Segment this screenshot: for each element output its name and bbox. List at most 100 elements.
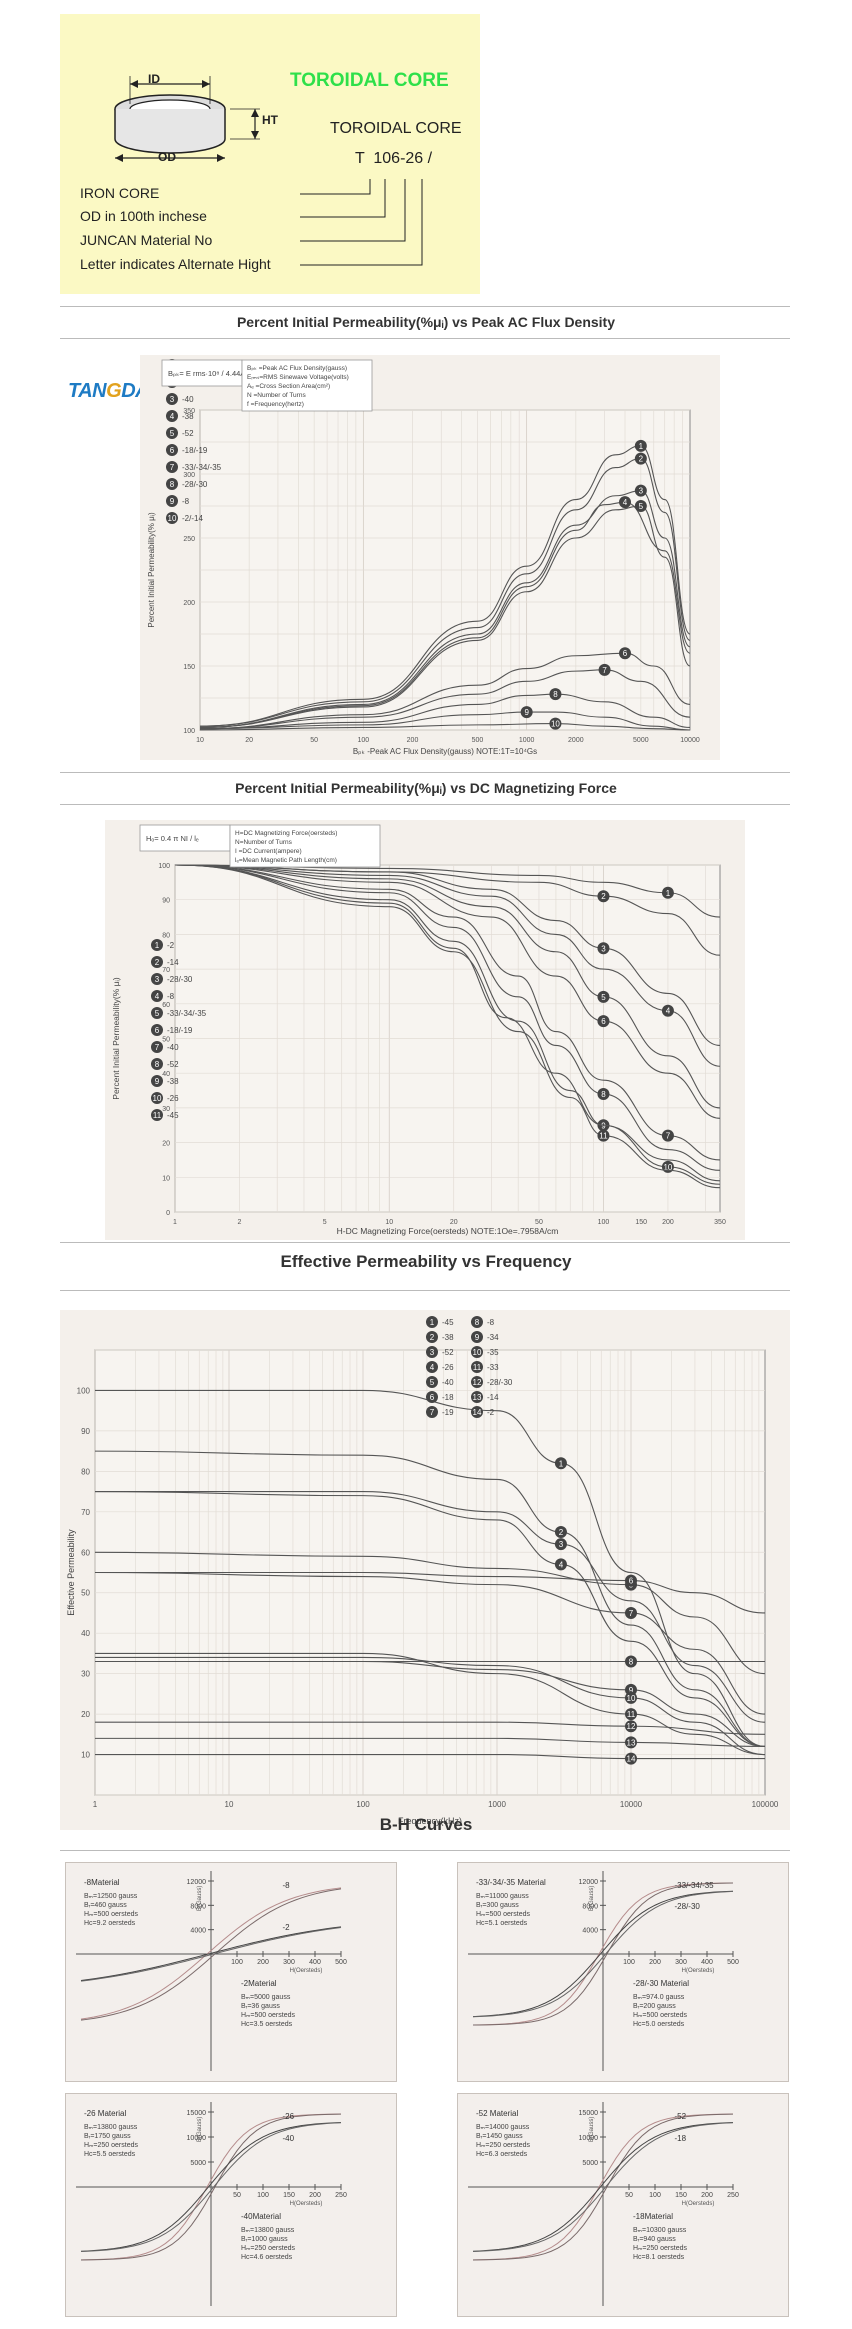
legend-marker-label: 10 <box>168 514 177 523</box>
bh-x-axis-label: H(Oersteds) <box>682 2201 715 2207</box>
label-material: JUNCAN Material No <box>80 232 213 248</box>
y-axis-label: Percent Initial Permeability(% μᵢ) <box>111 977 121 1100</box>
series-marker-bg <box>634 439 647 452</box>
series-marker-label: 9 <box>524 708 529 717</box>
y-tick-label: 30 <box>162 1106 170 1113</box>
x-tick-label: 350 <box>714 1219 726 1226</box>
bh-curve-label: -52 <box>675 2112 687 2121</box>
series-marker-label: 3 <box>559 1540 564 1549</box>
series-marker-4: 4 <box>619 496 632 509</box>
bh-x-tick-label: 200 <box>649 1959 661 1966</box>
series-marker-1: 1 <box>661 886 674 899</box>
label-od: OD in 100th inchese <box>80 208 207 224</box>
bh-material-line: Hₘ=250 oersteds <box>241 2245 295 2252</box>
legend-entry: 3 -52 <box>426 1346 454 1358</box>
x-axis-label: Bₚₖ -Peak AC Flux Density(gauss) NOTE:1T… <box>353 747 537 756</box>
legend-marker <box>426 1406 438 1418</box>
bh-curve-label: -33/-34/-35 <box>675 1881 715 1890</box>
bh-y-tick-label: 5000 <box>190 2160 206 2167</box>
x-tick-label: 10000 <box>680 737 700 744</box>
x-tick-label: 10000 <box>620 1800 643 1809</box>
legend-marker <box>151 1024 163 1036</box>
bh-y-tick-label: 8000 <box>582 1903 598 1910</box>
y-tick-label: 70 <box>81 1508 90 1517</box>
series-marker-8: 8 <box>549 688 562 701</box>
brand-logo: TANGDA <box>68 380 150 402</box>
series-line-3 <box>94 1491 766 1723</box>
y-tick-label: 40 <box>81 1629 90 1638</box>
legend-marker <box>166 478 178 490</box>
bh-material-line: Bₘ=974.0 gauss <box>633 1994 685 2001</box>
series-marker-bg <box>625 1655 637 1668</box>
legend-label: -28/-30 <box>182 480 208 489</box>
series-marker-bg <box>625 1606 637 1619</box>
series-line-5 <box>174 864 721 1109</box>
series-marker-bg <box>554 1558 567 1571</box>
series-line-8 <box>174 864 721 1171</box>
bh-material-line: Hc=6.3 oersteds <box>476 2151 528 2158</box>
bh-material-line: Hc=3.5 oersteds <box>241 2021 293 2028</box>
series-marker-label: 9 <box>629 1686 634 1695</box>
y-tick-label: 30 <box>81 1670 90 1679</box>
legend-marker-label: 11 <box>153 1111 162 1120</box>
series-marker-label: 5 <box>601 993 606 1002</box>
legend-entry: 10 -35 <box>471 1346 499 1358</box>
legend-entry: 1 -45 <box>426 1316 454 1328</box>
series-marker-bg <box>549 688 562 701</box>
series-line-10 <box>95 1656 766 1756</box>
series-marker-2: 2 <box>597 890 610 903</box>
series-marker-10: 10 <box>549 717 562 730</box>
notes-box <box>241 359 373 412</box>
y-tick-label: 90 <box>81 1427 90 1436</box>
series-line-7 <box>199 669 691 730</box>
series-line-2 <box>199 458 691 727</box>
legend-marker <box>471 1316 483 1328</box>
legend-marker <box>151 973 163 985</box>
bh-material-line: Bᵣ=940 gauss <box>633 2236 676 2243</box>
x-tick-label: 100 <box>356 1800 370 1809</box>
legend-label: -2/-14 <box>182 514 203 523</box>
x-tick-label: 5 <box>323 1219 327 1226</box>
bh-x-tick-label: 50 <box>233 2192 241 2199</box>
dim-ht-label: HT <box>262 113 278 127</box>
series-marker-label: 2 <box>559 1528 564 1537</box>
x-tick-label: 20 <box>245 737 253 744</box>
legend-marker <box>426 1316 438 1328</box>
legend-entry: 4 -8 <box>151 990 175 1002</box>
bh-material-line: Hc=9.2 oersteds <box>84 1920 136 1927</box>
bh-material-line: Hₘ=500 oersteds <box>84 1911 138 1918</box>
x-tick-label: 150 <box>635 1219 647 1226</box>
legend-marker-label: 5 <box>170 429 175 438</box>
legend-marker-label: 8 <box>475 1318 480 1327</box>
legend-label: -52 <box>167 1060 179 1069</box>
series-line-4 <box>199 501 691 728</box>
bh-material-line: Bᵣ=300 gauss <box>476 1902 519 1909</box>
legend-label: -8 <box>487 1318 495 1327</box>
bh-y-tick-label: 10000 <box>579 2135 599 2142</box>
chart1-svg: 10 20 50 100 200 500 1000 2000 5000 10000 100 150 20… <box>140 355 720 760</box>
series-line-5 <box>199 505 691 728</box>
series-line-7 <box>94 1571 766 1715</box>
bh-y-tick-label: 15000 <box>187 2110 207 2117</box>
x-tick-label: 10 <box>196 737 204 744</box>
bh-x-axis-label: H(Oersteds) <box>682 1968 715 1974</box>
legend-marker-label: 3 <box>430 1348 435 1357</box>
bh-curve-b-up <box>472 2122 734 2252</box>
bh-curve-a-down <box>80 1888 342 2021</box>
bh-material-name: -52 Material <box>476 2109 518 2118</box>
legend-label: -52 <box>182 429 194 438</box>
series-marker-10: 10 <box>661 1160 674 1173</box>
series-marker-6: 6 <box>619 647 632 660</box>
series-marker-4: 4 <box>554 1558 567 1571</box>
legend-label: -14 <box>167 958 179 967</box>
series-marker-bg <box>625 1691 637 1704</box>
bh-panel-8-2: B(Gauss) H(Oersteds) 12000 8000 4000 100 200 30… <box>65 1862 397 2082</box>
series-marker-label: 11 <box>627 1710 636 1719</box>
legend-label: -2 <box>487 1408 495 1417</box>
bh-curve-b-up <box>472 1890 734 2018</box>
legend-marker-label: 5 <box>155 1009 160 1018</box>
x-tick-label: 200 <box>407 737 419 744</box>
y-tick-label: 20 <box>162 1141 170 1148</box>
note-line: Aₑ =Cross Section Area(cm²) <box>247 383 330 390</box>
series-marker-label: 10 <box>551 720 560 729</box>
